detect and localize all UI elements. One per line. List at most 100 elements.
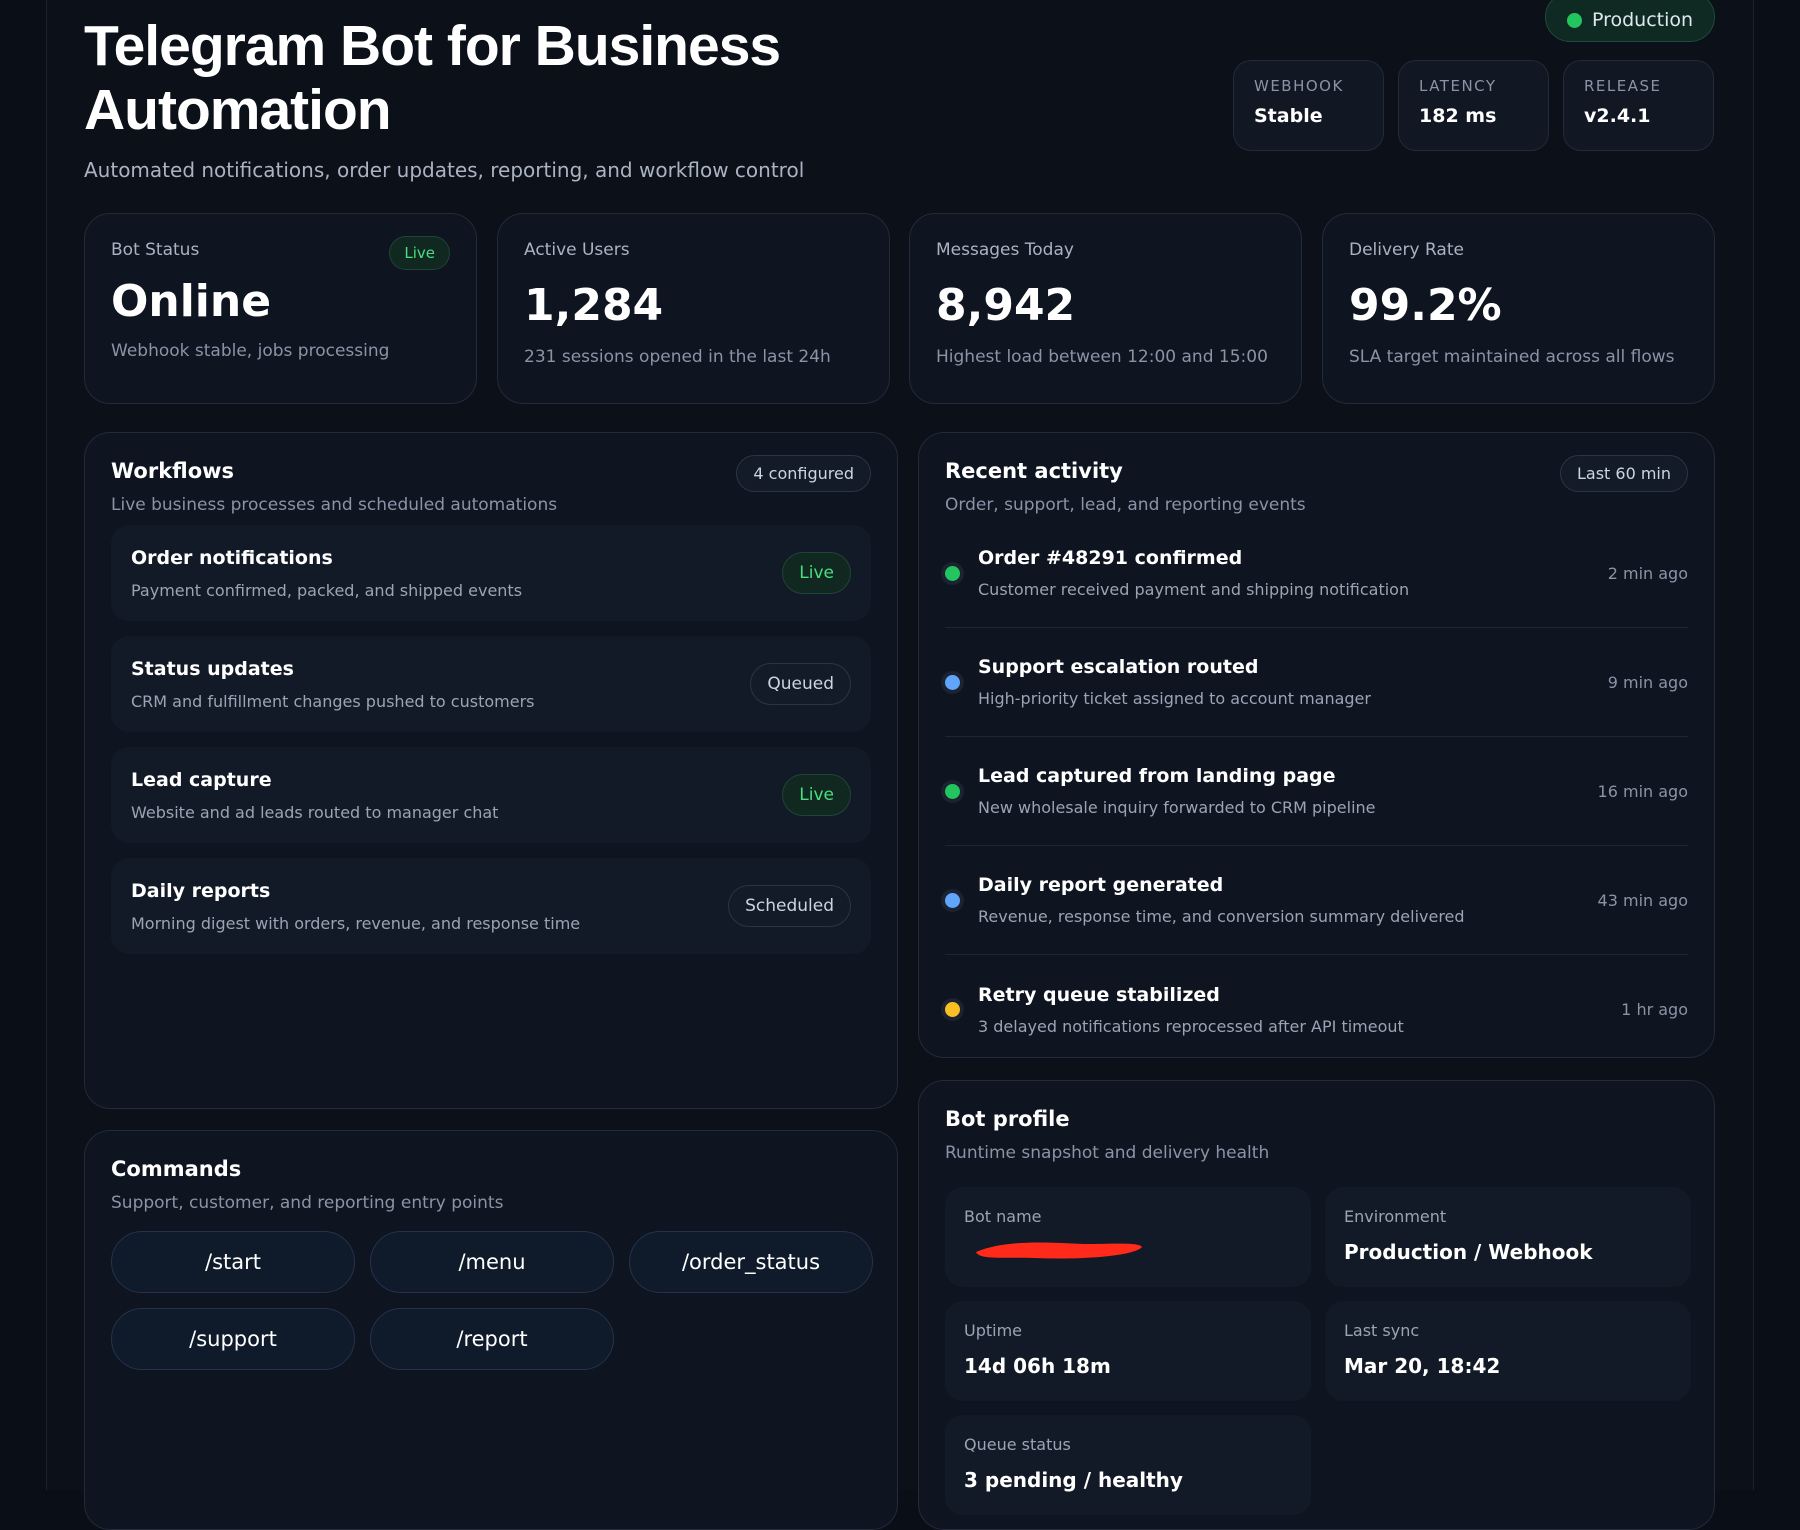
stat-label: LATENCY bbox=[1419, 77, 1497, 95]
activity-desc: Revenue, response time, and conversion s… bbox=[978, 907, 1465, 926]
profile-panel: Bot profile Runtime snapshot and delivery… bbox=[918, 1080, 1715, 1530]
activity-body: Lead captured from landing page New whole… bbox=[978, 765, 1580, 817]
stat-value: v2.4.1 bbox=[1584, 105, 1651, 127]
activity-title: Support escalation routed bbox=[978, 656, 1259, 678]
profile-field: Uptime 14d 06h 18m bbox=[945, 1301, 1311, 1401]
env-label: Production bbox=[1591, 9, 1694, 31]
kpi-label: Active Users bbox=[524, 240, 630, 260]
redaction bbox=[976, 1242, 1142, 1259]
profile-field: Environment Production / Webhook bbox=[1325, 1187, 1691, 1287]
profile-grid: Bot name Environment Production / Webhook U… bbox=[945, 1187, 1691, 1515]
profile-field: Bot name bbox=[945, 1187, 1311, 1287]
stat-value: Stable bbox=[1254, 105, 1323, 127]
stat-box: LATENCY 182 ms bbox=[1398, 60, 1549, 151]
workflow-status: Queued bbox=[750, 663, 851, 705]
kpi-card: Active Users 1,284 231 sessions opened in … bbox=[497, 213, 890, 404]
kpi-label: Messages Today bbox=[936, 240, 1074, 260]
command-chip[interactable]: /menu bbox=[370, 1231, 614, 1293]
workflow-item: Status updates CRM and fulfillment change… bbox=[111, 636, 871, 732]
kpi-head: Active Users bbox=[524, 240, 863, 260]
workflow-text: Lead capture Website and ad leads routed … bbox=[131, 769, 498, 822]
activity-body: Daily report generated Revenue, response … bbox=[978, 874, 1580, 926]
kpi-note: 231 sessions opened in the last 24h bbox=[524, 347, 831, 367]
workflow-name: Status updates bbox=[131, 657, 294, 680]
kpi-head: Delivery Rate bbox=[1349, 240, 1688, 260]
status-dot bbox=[1566, 12, 1582, 28]
workflow-item: Order notifications Payment confirmed, pa… bbox=[111, 525, 871, 621]
activity-desc: High-priority ticket assigned to account… bbox=[978, 689, 1371, 708]
command-grid: /start/menu/order_status/support/report bbox=[111, 1231, 873, 1370]
panel-head-text: Workflows Live business processes and sch… bbox=[111, 459, 557, 515]
kpi-value: 99.2% bbox=[1349, 280, 1502, 331]
kpi-card: Bot Status Live Online Webhook stable, jobs… bbox=[84, 213, 477, 404]
workflow-item: Lead capture Website and ad leads routed … bbox=[111, 747, 871, 843]
field-value: 14d 06h 18m bbox=[964, 1354, 1111, 1378]
workflow-name: Order notifications bbox=[131, 546, 333, 569]
activity-time: 1 hr ago bbox=[1621, 1000, 1688, 1019]
kpi-label: Bot Status bbox=[111, 240, 200, 260]
field-label: Uptime bbox=[964, 1321, 1023, 1340]
workflow-status: Live bbox=[782, 774, 851, 816]
panel-title: Commands bbox=[111, 1157, 242, 1181]
panel-subtitle: Runtime snapshot and delivery health bbox=[945, 1143, 1270, 1163]
activity-item: Retry queue stabilized 3 delayed notifica… bbox=[945, 955, 1688, 1064]
kpi-note: Webhook stable, jobs processing bbox=[111, 341, 390, 361]
stat-label: RELEASE bbox=[1584, 77, 1662, 95]
activity-desc: New wholesale inquiry forwarded to CRM p… bbox=[978, 798, 1376, 817]
panel-subtitle: Support, customer, and reporting entry p… bbox=[111, 1193, 504, 1213]
activity-dot bbox=[945, 565, 960, 581]
workflow-text: Daily reports Morning digest with orders,… bbox=[131, 880, 580, 933]
kpi-value: Online bbox=[111, 276, 272, 327]
command-chip[interactable]: /order_status bbox=[629, 1231, 873, 1293]
activity-item: Lead captured from landing page New whole… bbox=[945, 737, 1688, 846]
activity-desc: 3 delayed notifications reprocessed afte… bbox=[978, 1016, 1404, 1036]
activity-item: Order #48291 confirmed Customer received … bbox=[945, 519, 1688, 628]
range-badge: Last 60 min bbox=[1559, 455, 1688, 492]
activity-title: Lead captured from landing page bbox=[978, 765, 1336, 787]
panel-subtitle: Live business processes and scheduled au… bbox=[111, 495, 558, 515]
page-title: Telegram Bot for Business Automation bbox=[84, 14, 781, 142]
activity-title: Daily report generated bbox=[978, 874, 1224, 896]
activity-body: Support escalation routed High-priority t… bbox=[978, 656, 1590, 708]
activity-time: 2 min ago bbox=[1607, 563, 1688, 583]
activity-list: Order #48291 confirmed Customer received … bbox=[945, 519, 1688, 1064]
kpi-note: Highest load between 12:00 and 15:00 bbox=[936, 347, 1268, 367]
activity-time: 9 min ago bbox=[1607, 672, 1688, 692]
activity-title: Retry queue stabilized bbox=[978, 983, 1220, 1006]
profile-field: Queue status 3 pending / healthy bbox=[945, 1415, 1311, 1515]
command-chip[interactable]: /report bbox=[370, 1308, 614, 1370]
workflow-text: Order notifications Payment confirmed, pa… bbox=[131, 547, 522, 600]
activity-item: Daily report generated Revenue, response … bbox=[945, 846, 1688, 955]
activity-dot bbox=[945, 892, 960, 908]
workflow-name: Daily reports bbox=[131, 879, 271, 902]
command-chip[interactable]: /support bbox=[111, 1308, 355, 1370]
workflows-panel: Workflows Live business processes and sch… bbox=[84, 432, 898, 1109]
workflow-text: Status updates CRM and fulfillment change… bbox=[131, 658, 534, 711]
panel-head: Workflows Live business processes and sch… bbox=[111, 455, 871, 515]
kpi-head: Messages Today bbox=[936, 240, 1275, 260]
field-label: Bot name bbox=[964, 1207, 1042, 1226]
workflow-status: Live bbox=[782, 552, 851, 594]
profile-field: Last sync Mar 20, 18:42 bbox=[1325, 1301, 1691, 1401]
field-label: Queue status bbox=[964, 1435, 1071, 1454]
command-chip[interactable]: /start bbox=[111, 1231, 355, 1293]
activity-dot bbox=[945, 783, 960, 799]
activity-item: Support escalation routed High-priority t… bbox=[945, 628, 1688, 737]
activity-dot bbox=[945, 1002, 960, 1017]
workflow-status: Scheduled bbox=[728, 885, 851, 927]
field-value: 3 pending / healthy bbox=[964, 1468, 1183, 1492]
activity-panel: Recent activity Order, support, lead, and… bbox=[918, 432, 1715, 1058]
workflow-name: Lead capture bbox=[131, 768, 272, 791]
field-label: Last sync bbox=[1344, 1321, 1420, 1340]
stat-box: RELEASE v2.4.1 bbox=[1563, 60, 1714, 151]
stat-value: 182 ms bbox=[1419, 105, 1497, 127]
panel-head-text: Recent activity Order, support, lead, and… bbox=[945, 459, 1306, 515]
kpi-card: Messages Today 8,942 Highest load between … bbox=[909, 213, 1302, 404]
kpi-label: Delivery Rate bbox=[1349, 240, 1464, 260]
workflow-item: Daily reports Morning digest with orders,… bbox=[111, 858, 871, 954]
activity-time: 16 min ago bbox=[1597, 781, 1688, 801]
kpi-value: 1,284 bbox=[524, 280, 664, 331]
page-subtitle: Automated notifications, order updates, … bbox=[84, 158, 805, 182]
activity-body: Retry queue stabilized 3 delayed notifica… bbox=[978, 984, 1603, 1036]
activity-time: 43 min ago bbox=[1597, 890, 1688, 910]
